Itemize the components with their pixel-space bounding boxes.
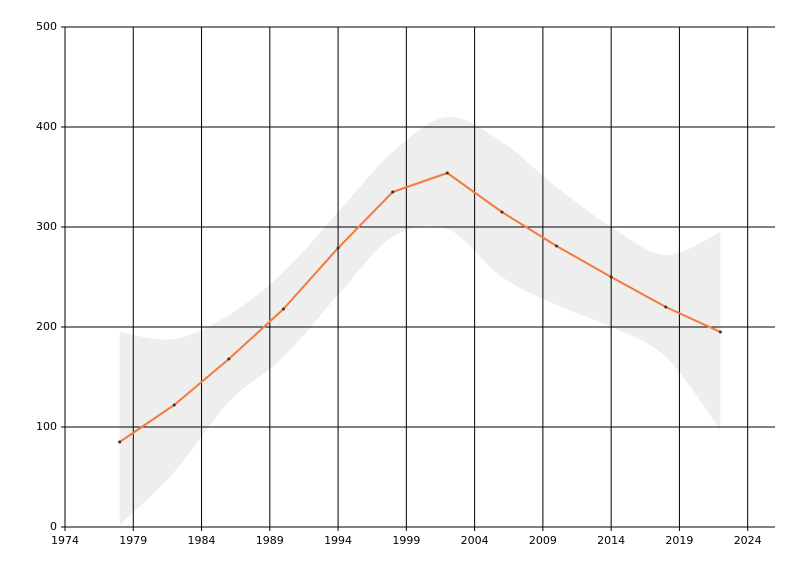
y-tick-label: 400 (36, 120, 57, 133)
data-point (172, 403, 176, 407)
data-point (500, 210, 504, 214)
y-tick-label: 300 (36, 220, 57, 233)
x-tick-label: 1979 (119, 534, 147, 547)
data-point (281, 307, 285, 311)
x-tick-label: 2014 (597, 534, 625, 547)
confidence-band (119, 116, 721, 526)
y-tick-label: 0 (50, 520, 57, 533)
x-tick-label: 1999 (392, 534, 420, 547)
data-point (718, 330, 722, 334)
data-point (609, 275, 613, 279)
x-tick-label: 2009 (529, 534, 557, 547)
data-point (391, 190, 395, 194)
x-tick-label: 1974 (51, 534, 79, 547)
data-line (119, 171, 721, 443)
data-point (445, 171, 449, 175)
x-tick-label: 2019 (665, 534, 693, 547)
y-tick-label: 500 (36, 20, 57, 33)
x-tick-label: 1984 (188, 534, 216, 547)
y-tick-label: 100 (36, 420, 57, 433)
x-tick-label: 2004 (461, 534, 489, 547)
x-tick-label: 2024 (734, 534, 762, 547)
x-tick-label: 1989 (256, 534, 284, 547)
data-point (555, 244, 559, 248)
data-point (336, 246, 340, 250)
x-tick-label: 1994 (324, 534, 352, 547)
data-point (664, 305, 668, 309)
y-tick-label: 200 (36, 320, 57, 333)
data-point (118, 440, 122, 444)
data-point (227, 357, 231, 361)
